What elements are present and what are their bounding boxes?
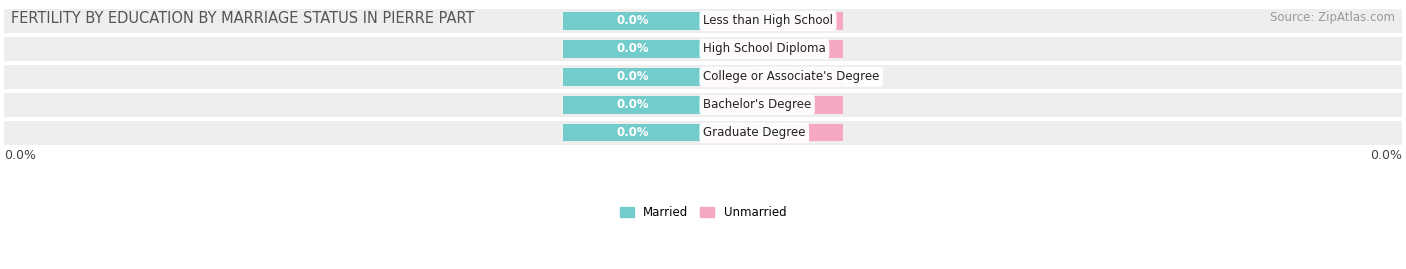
Text: Less than High School: Less than High School: [703, 15, 832, 27]
Text: 0.0%: 0.0%: [617, 15, 650, 27]
Bar: [564, 96, 703, 114]
Text: College or Associate's Degree: College or Associate's Degree: [703, 70, 879, 83]
Text: 0.0%: 0.0%: [756, 126, 789, 139]
Text: 0.0%: 0.0%: [756, 70, 789, 83]
Bar: [703, 68, 842, 86]
Bar: [564, 68, 703, 86]
Bar: [703, 12, 842, 30]
Bar: [703, 96, 842, 114]
Bar: [564, 12, 703, 30]
Bar: [564, 96, 703, 114]
Text: 0.0%: 0.0%: [617, 126, 650, 139]
Bar: [564, 124, 703, 141]
Text: 0.0%: 0.0%: [617, 43, 650, 55]
Bar: [4, 121, 1402, 145]
Bar: [703, 124, 842, 141]
Bar: [564, 40, 703, 58]
Text: 0.0%: 0.0%: [617, 70, 650, 83]
Text: FERTILITY BY EDUCATION BY MARRIAGE STATUS IN PIERRE PART: FERTILITY BY EDUCATION BY MARRIAGE STATU…: [11, 11, 475, 26]
Legend: Married, Unmarried: Married, Unmarried: [620, 206, 786, 219]
Bar: [564, 68, 703, 86]
Text: Graduate Degree: Graduate Degree: [703, 126, 806, 139]
Bar: [703, 124, 842, 141]
Text: 0.0%: 0.0%: [617, 98, 650, 111]
Text: Bachelor's Degree: Bachelor's Degree: [703, 98, 811, 111]
Bar: [564, 12, 703, 30]
Text: 0.0%: 0.0%: [1369, 149, 1402, 162]
Text: High School Diploma: High School Diploma: [703, 43, 825, 55]
Bar: [703, 40, 842, 58]
Text: 0.0%: 0.0%: [4, 149, 37, 162]
Bar: [703, 68, 842, 86]
Bar: [564, 124, 703, 141]
Bar: [4, 37, 1402, 61]
Bar: [4, 9, 1402, 33]
Bar: [564, 40, 703, 58]
Text: 0.0%: 0.0%: [756, 98, 789, 111]
Bar: [703, 40, 842, 58]
Text: Source: ZipAtlas.com: Source: ZipAtlas.com: [1270, 11, 1395, 24]
Bar: [703, 12, 842, 30]
Bar: [703, 96, 842, 114]
Text: 0.0%: 0.0%: [756, 43, 789, 55]
Text: 0.0%: 0.0%: [756, 15, 789, 27]
Bar: [4, 65, 1402, 89]
Bar: [4, 93, 1402, 117]
